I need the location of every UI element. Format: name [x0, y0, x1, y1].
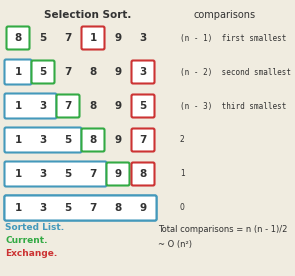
FancyBboxPatch shape — [81, 26, 104, 49]
Text: 5: 5 — [64, 169, 72, 179]
Text: 8: 8 — [14, 33, 22, 43]
Text: 1: 1 — [89, 33, 97, 43]
Text: 1: 1 — [14, 67, 22, 77]
Text: 8: 8 — [89, 135, 97, 145]
FancyBboxPatch shape — [32, 60, 55, 84]
Text: 7: 7 — [64, 33, 72, 43]
Text: 3: 3 — [39, 101, 47, 111]
Text: (n - 1)  first smallest: (n - 1) first smallest — [180, 33, 286, 43]
Text: ~ O (n²): ~ O (n²) — [158, 240, 192, 249]
FancyBboxPatch shape — [57, 94, 79, 118]
Text: 8: 8 — [139, 169, 147, 179]
Text: 3: 3 — [39, 169, 47, 179]
Text: 7: 7 — [64, 101, 72, 111]
Text: 7: 7 — [89, 169, 97, 179]
FancyBboxPatch shape — [4, 195, 157, 221]
Text: 1: 1 — [14, 101, 22, 111]
Text: 8: 8 — [114, 203, 122, 213]
Text: (n - 2)  second smallest: (n - 2) second smallest — [180, 68, 291, 76]
Text: 3: 3 — [139, 33, 147, 43]
Text: 3: 3 — [139, 67, 147, 77]
Text: 9: 9 — [114, 67, 122, 77]
Text: 9: 9 — [114, 33, 122, 43]
FancyBboxPatch shape — [4, 60, 32, 84]
Text: 8: 8 — [89, 101, 97, 111]
Text: 7: 7 — [64, 67, 72, 77]
Text: Selection Sort.: Selection Sort. — [44, 10, 132, 20]
Text: 5: 5 — [64, 203, 72, 213]
Text: 2: 2 — [180, 136, 185, 145]
FancyBboxPatch shape — [4, 161, 106, 187]
FancyBboxPatch shape — [4, 128, 81, 153]
Text: (n - 3)  third smallest: (n - 3) third smallest — [180, 102, 286, 110]
FancyBboxPatch shape — [132, 129, 155, 152]
Text: 9: 9 — [114, 135, 122, 145]
Text: 7: 7 — [89, 203, 97, 213]
Text: 5: 5 — [139, 101, 147, 111]
FancyBboxPatch shape — [81, 129, 104, 152]
Text: 3: 3 — [39, 135, 47, 145]
Text: comparisons: comparisons — [194, 10, 256, 20]
FancyBboxPatch shape — [132, 60, 155, 84]
Text: 1: 1 — [180, 169, 185, 179]
FancyBboxPatch shape — [132, 94, 155, 118]
Text: 1: 1 — [14, 203, 22, 213]
FancyBboxPatch shape — [106, 163, 130, 185]
Text: 5: 5 — [64, 135, 72, 145]
FancyBboxPatch shape — [6, 26, 30, 49]
Text: 5: 5 — [39, 33, 47, 43]
Text: Total comparisons = n (n - 1)/2: Total comparisons = n (n - 1)/2 — [158, 225, 287, 234]
Text: 8: 8 — [89, 67, 97, 77]
Text: 0: 0 — [180, 203, 185, 213]
Text: 5: 5 — [39, 67, 47, 77]
Text: 7: 7 — [139, 135, 147, 145]
Text: 9: 9 — [114, 169, 122, 179]
Text: 9: 9 — [140, 203, 147, 213]
FancyBboxPatch shape — [4, 94, 57, 118]
Text: Current.: Current. — [5, 236, 47, 245]
Text: 1: 1 — [14, 135, 22, 145]
FancyBboxPatch shape — [4, 195, 157, 221]
Text: Sorted List.: Sorted List. — [5, 223, 64, 232]
Text: 3: 3 — [39, 203, 47, 213]
Text: Exchange.: Exchange. — [5, 249, 57, 258]
Text: 9: 9 — [114, 101, 122, 111]
Text: 1: 1 — [14, 169, 22, 179]
FancyBboxPatch shape — [132, 163, 155, 185]
